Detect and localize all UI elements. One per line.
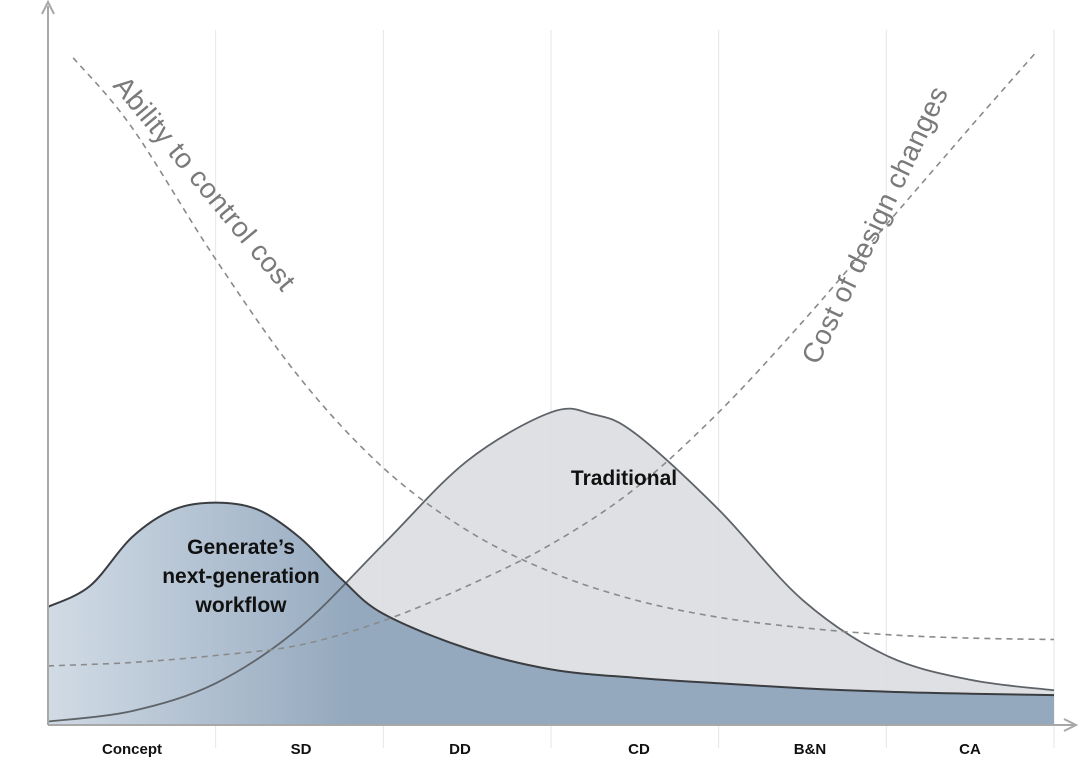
cost-of-design-changes-line — [47, 50, 1038, 667]
generate-line — [47, 501, 1055, 697]
y-axis-arrow — [41, 0, 55, 15]
axes — [41, 0, 1078, 732]
traditional-label: Traditional — [571, 467, 677, 490]
ability-to-control-cost-label: Ability to control cost — [107, 70, 302, 297]
traditional-line — [47, 407, 1055, 723]
x-tick-label: CD — [628, 741, 650, 758]
x-axis-arrow — [1063, 718, 1078, 732]
generate-workflow-label-line: workflow — [194, 594, 287, 617]
cost-of-design-changes-label: Cost of design changes — [795, 81, 954, 368]
ability-to-control-cost-line — [72, 57, 1055, 641]
dashed-curves — [47, 50, 1055, 667]
x-tick-label: DD — [449, 741, 471, 758]
x-tick-label: CA — [959, 741, 981, 758]
generate-workflow-label: Generate’s next-generation workflow — [162, 536, 320, 617]
x-tick-label: B&N — [794, 741, 827, 758]
x-tick-label: Concept — [102, 741, 162, 758]
generate-workflow-label-line: Generate’s — [187, 536, 295, 559]
x-tick-labels: Concept SD DD CD B&N CA — [102, 741, 981, 758]
generate-area — [48, 502, 1054, 725]
area-series — [47, 407, 1055, 725]
generate-workflow-label-line: next-generation — [162, 565, 320, 588]
x-tick-label: SD — [291, 741, 312, 758]
